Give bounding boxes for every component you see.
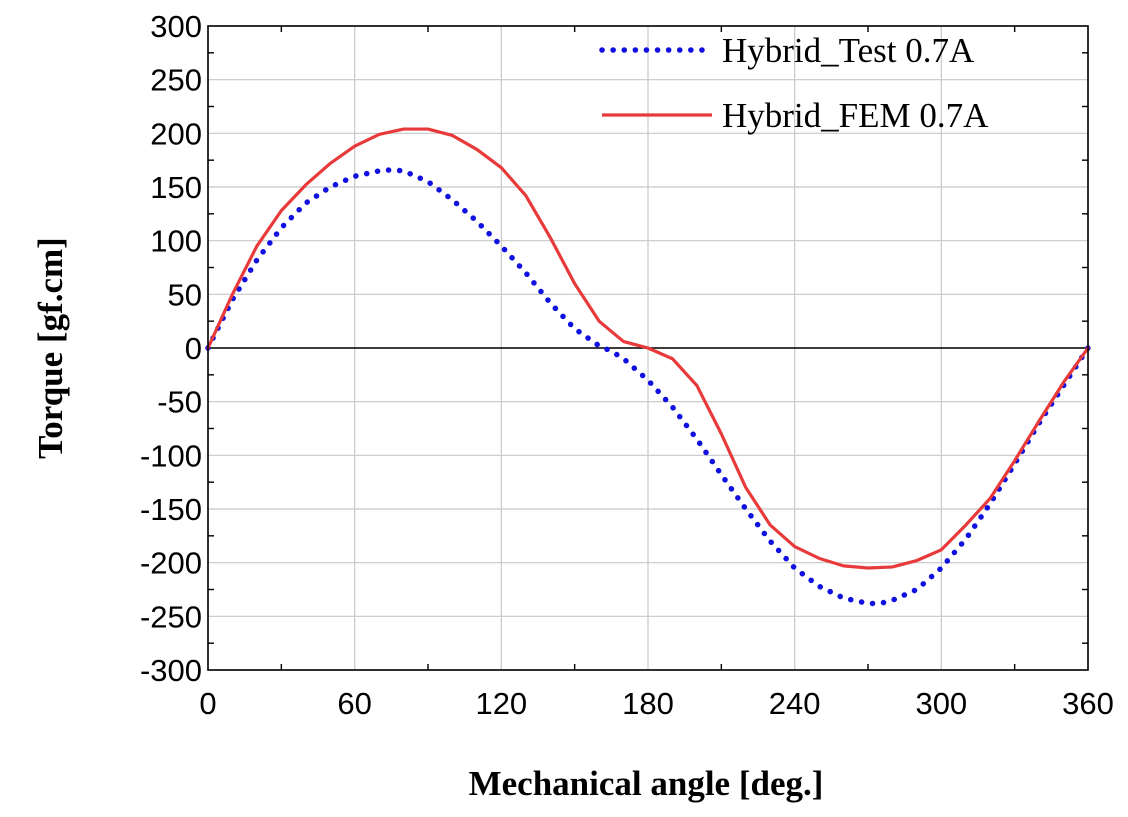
series-line-test — [205, 167, 1091, 607]
y-tick-label: -150 — [140, 492, 202, 527]
y-tick-label: 50 — [168, 277, 202, 312]
plot-frame — [207, 25, 1089, 671]
x-axis-title: Mechanical angle [deg.] — [469, 764, 824, 803]
y-tick-label: -50 — [157, 385, 202, 420]
series-layer — [205, 127, 1091, 607]
x-tick-label: 120 — [475, 686, 527, 721]
x-tick-label: 180 — [622, 686, 674, 721]
x-tick-label: 60 — [337, 686, 371, 721]
x-tick-label: 360 — [1062, 686, 1114, 721]
y-tick-labels: 300 250 200 150 100 50 0 -50 -100 -150 -200 -250 -30… — [140, 9, 202, 688]
legend-label-fem: Hybrid_FEM 0.7A — [722, 96, 989, 135]
x-tick-label: 0 — [199, 686, 216, 721]
series-line-fem — [206, 127, 1090, 570]
y-axis-title: Torque [gf.cm] — [31, 237, 70, 459]
minor-ticks — [208, 26, 1088, 670]
y-tick-label: -200 — [140, 546, 202, 581]
y-tick-label: 200 — [150, 116, 202, 151]
legend: Hybrid_Test 0.7A Hybrid_FEM 0.7A — [599, 31, 989, 135]
y-tick-label: -250 — [140, 599, 202, 634]
legend-label-test: Hybrid_Test 0.7A — [722, 31, 975, 70]
y-tick-label: 0 — [185, 331, 202, 366]
y-tick-label: -100 — [140, 438, 202, 473]
x-tick-label: 300 — [915, 686, 967, 721]
y-tick-label: 300 — [150, 9, 202, 44]
y-tick-label: 150 — [150, 170, 202, 205]
x-tick-label: 240 — [769, 686, 821, 721]
y-tick-label: 250 — [150, 63, 202, 98]
y-tick-label: -300 — [140, 653, 202, 688]
y-tick-label: 100 — [150, 224, 202, 259]
x-tick-labels: 0 60 120 180 240 300 360 — [199, 686, 1113, 721]
